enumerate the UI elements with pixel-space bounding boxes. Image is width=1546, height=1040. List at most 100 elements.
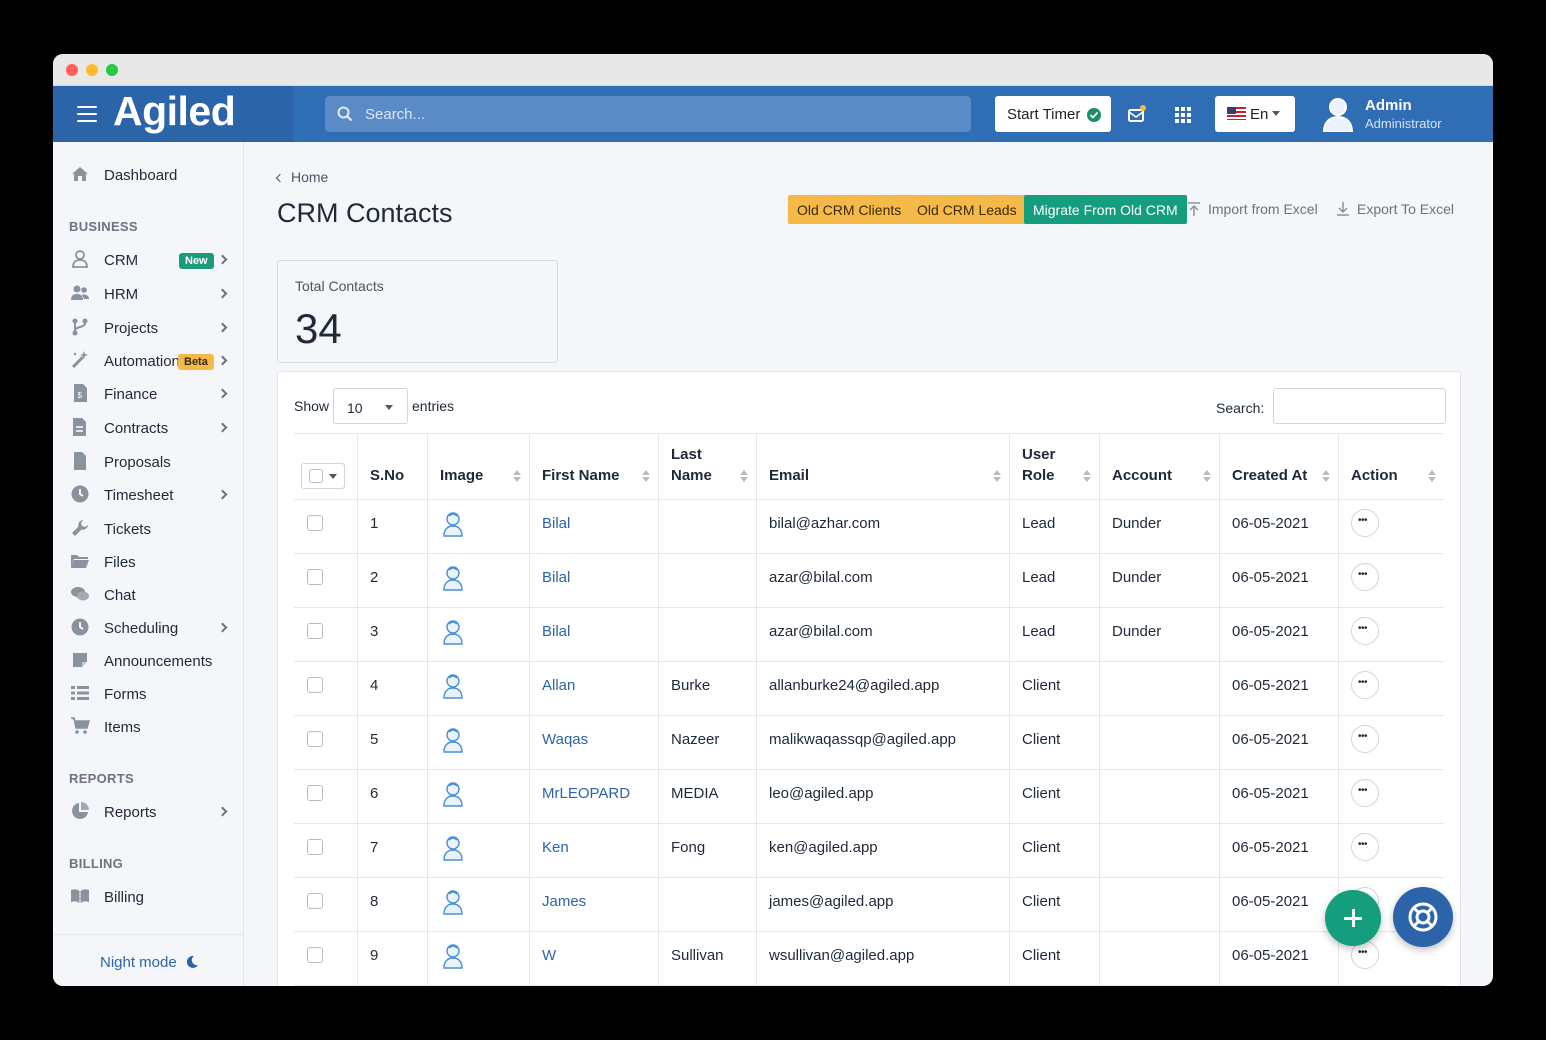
section-billing: BILLING	[69, 856, 124, 871]
old-crm-clients-button[interactable]: Old CRM Clients	[788, 195, 911, 224]
row-checkbox[interactable]	[307, 569, 323, 585]
apps-grid-icon[interactable]	[1175, 107, 1191, 123]
column-header-sno[interactable]: S.No	[357, 433, 428, 500]
sidebar-item-label: Chat	[104, 587, 136, 604]
row-select-cell	[294, 499, 358, 554]
contact-name-link[interactable]: Bilal	[542, 569, 571, 586]
row-actions-button[interactable]	[1351, 833, 1379, 861]
sidebar-item-chat[interactable]: Chat	[53, 581, 243, 611]
row-actions-button[interactable]	[1351, 779, 1379, 807]
cell-action	[1338, 715, 1444, 770]
app-logo[interactable]: Agiled	[113, 88, 236, 134]
night-mode-toggle[interactable]: Night mode	[100, 954, 199, 971]
sidebar-item-files[interactable]: Files	[53, 548, 243, 578]
sidebar-item-hrm[interactable]: HRM	[53, 280, 243, 310]
language-select[interactable]: En	[1215, 96, 1295, 132]
sidebar-item-finance[interactable]: $ Finance	[53, 380, 243, 410]
column-header-account[interactable]: Account	[1099, 433, 1220, 500]
contact-name-link[interactable]: Bilal	[542, 623, 571, 640]
table-row[interactable]: 7 Ken Fong ken@agiled.app Client 06-05-2021	[294, 823, 1444, 878]
contract-icon	[73, 418, 86, 436]
close-window-button[interactable]	[66, 64, 78, 76]
sidebar-item-contracts[interactable]: Contracts	[53, 414, 243, 444]
old-crm-leads-button[interactable]: Old CRM Leads	[908, 195, 1026, 224]
cell-first-name: Bilal	[529, 499, 659, 554]
migrate-old-crm-button[interactable]: Migrate From Old CRM	[1024, 195, 1187, 224]
contact-name-link[interactable]: James	[542, 893, 587, 910]
column-header-last-name[interactable]: Last Name	[658, 433, 757, 500]
contact-name-link[interactable]: MrLEOPARD	[542, 785, 631, 802]
cell-first-name: Bilal	[529, 607, 659, 662]
user-avatar[interactable]	[1321, 96, 1355, 132]
sidebar-item-items[interactable]: Items	[53, 713, 243, 743]
row-actions-button[interactable]	[1351, 509, 1379, 537]
start-timer-button[interactable]: Start Timer	[995, 96, 1111, 132]
table-row[interactable]: 9 W Sullivan wsullivan@agiled.app Client 06-0…	[294, 931, 1444, 986]
sidebar-item-timesheet[interactable]: Timesheet	[53, 481, 243, 511]
column-header-email[interactable]: Email	[756, 433, 1010, 500]
breadcrumb-home[interactable]: Home	[291, 169, 329, 185]
sidebar-item-billing[interactable]: Billing	[53, 883, 243, 913]
row-checkbox[interactable]	[307, 623, 323, 639]
sidebar-item-announcements[interactable]: Announcements	[53, 647, 243, 677]
table-search-input[interactable]	[1273, 388, 1446, 424]
cell-account	[1099, 769, 1220, 824]
contact-name-link[interactable]: W	[542, 947, 557, 964]
table-row[interactable]: 1 Bilal bilal@azhar.com Lead Dunder 06-05-202…	[294, 499, 1444, 554]
contact-name-link[interactable]: Allan	[542, 677, 576, 694]
maximize-window-button[interactable]	[106, 64, 118, 76]
table-row[interactable]: 5 Waqas Nazeer malikwaqassqp@agiled.app Clie…	[294, 715, 1444, 770]
column-header-action[interactable]: Action	[1338, 433, 1444, 500]
table-row[interactable]: 8 James james@agiled.app Client 06-05-2021	[294, 877, 1444, 932]
new-badge: New	[179, 253, 214, 269]
select-all-checkbox[interactable]	[309, 469, 323, 483]
export-excel-button[interactable]: Export To Excel	[1337, 201, 1454, 217]
breadcrumb[interactable]: Home	[275, 169, 329, 185]
notification-mail-icon[interactable]	[1127, 105, 1147, 123]
row-checkbox[interactable]	[307, 839, 323, 855]
table-body: 1 Bilal bilal@azhar.com Lead Dunder 06-05-202…	[294, 499, 1444, 986]
row-checkbox[interactable]	[307, 947, 323, 963]
sidebar-item-automation[interactable]: Automation Beta	[53, 347, 243, 377]
global-search-input[interactable]	[365, 96, 955, 132]
contact-name-link[interactable]: Ken	[542, 839, 569, 856]
minimize-window-button[interactable]	[86, 64, 98, 76]
sidebar-item-projects[interactable]: Projects	[53, 314, 243, 344]
page-length-select[interactable]: 10	[333, 388, 408, 424]
contact-name-link[interactable]: Bilal	[542, 515, 571, 532]
column-header-image[interactable]: Image	[427, 433, 530, 500]
contact-name-link[interactable]: Waqas	[542, 731, 589, 748]
sidebar-item-tickets[interactable]: Tickets	[53, 515, 243, 545]
table-row[interactable]: 6 MrLEOPARD MEDIA leo@agiled.app Client 06-05…	[294, 769, 1444, 824]
row-actions-button[interactable]	[1351, 725, 1379, 753]
sidebar-item-proposals[interactable]: Proposals	[53, 448, 243, 478]
row-actions-button[interactable]	[1351, 563, 1379, 591]
import-excel-button[interactable]: Import from Excel	[1188, 201, 1318, 217]
row-checkbox[interactable]	[307, 515, 323, 531]
row-checkbox[interactable]	[307, 677, 323, 693]
sidebar-item-dashboard[interactable]: Dashboard	[53, 161, 243, 191]
sidebar-item-crm[interactable]: CRM New	[53, 246, 243, 276]
user-name[interactable]: Admin	[1365, 97, 1412, 114]
select-all-dropdown[interactable]	[301, 463, 345, 489]
sidebar-item-scheduling[interactable]: Scheduling	[53, 614, 243, 644]
help-fab[interactable]	[1393, 887, 1453, 947]
row-actions-button[interactable]	[1351, 671, 1379, 699]
sidebar-item-reports[interactable]: Reports	[53, 798, 243, 828]
table-row[interactable]: 2 Bilal azar@bilal.com Lead Dunder 06-05-2021	[294, 553, 1444, 608]
column-header-created-at[interactable]: Created At	[1219, 433, 1339, 500]
add-contact-fab[interactable]	[1325, 890, 1381, 946]
row-actions-button[interactable]	[1351, 617, 1379, 645]
row-checkbox[interactable]	[307, 785, 323, 801]
cell-image	[427, 769, 530, 824]
table-row[interactable]: 3 Bilal azar@bilal.com Lead Dunder 06-05-2021	[294, 607, 1444, 662]
sidebar-item-forms[interactable]: Forms	[53, 680, 243, 710]
hamburger-menu-icon[interactable]	[77, 106, 97, 122]
column-header-user-role[interactable]: User Role	[1009, 433, 1100, 500]
magic-wand-icon	[71, 351, 88, 369]
row-checkbox[interactable]	[307, 731, 323, 747]
cell-image	[427, 877, 530, 932]
table-row[interactable]: 4 Allan Burke allanburke24@agiled.app Client…	[294, 661, 1444, 716]
column-header-first-name[interactable]: First Name	[529, 433, 659, 500]
row-checkbox[interactable]	[307, 893, 323, 909]
